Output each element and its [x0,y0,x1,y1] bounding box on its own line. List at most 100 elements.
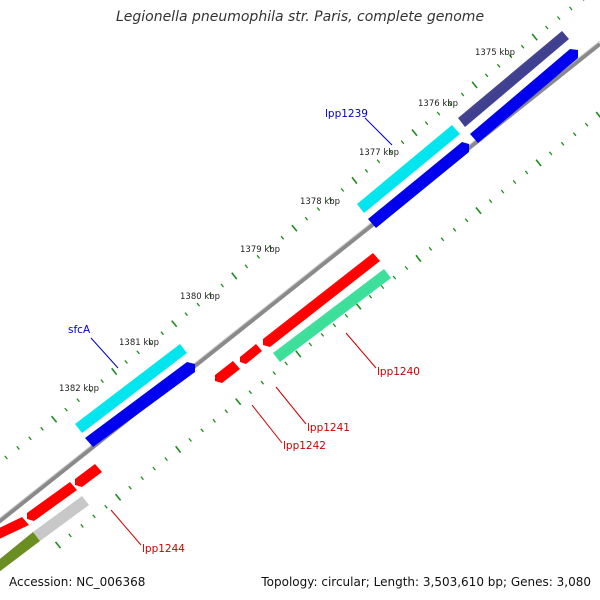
leader-line-sfcA [90,337,119,369]
cds-arrow-reverse-2[interactable] [240,344,262,364]
tick-mark [332,323,337,328]
feature-block-grey[interactable] [33,496,89,541]
cds-arrow-forward-1[interactable] [470,49,578,143]
tick-mark [304,216,309,221]
gene-label-lpp1242[interactable]: lpp1242 [283,440,326,452]
tick-mark [544,25,549,30]
tick-mark [160,331,165,336]
tick-mark [200,428,204,433]
tick-mark [436,111,441,116]
leader-line-lpp1242 [251,404,283,444]
leader-line-lpp1240 [345,332,377,369]
tick-mark [488,199,493,204]
tick-mark [256,254,261,259]
tick-marks-outer [4,0,585,460]
gene-label-lpp1241[interactable]: lpp1241 [307,422,350,434]
tick-mark [188,437,192,442]
tick-mark [268,245,273,250]
tick-mark [68,533,72,538]
scale-label-1377: 1377 kbp [359,148,399,158]
tick-mark [548,151,553,156]
tick-mark [295,350,302,358]
cds-arrow-forward-2[interactable] [368,142,469,228]
tick-mark [512,179,517,185]
tick-mark [291,224,298,232]
tick-mark [16,445,20,450]
tick-mark [376,159,381,164]
tick-mark [424,121,429,126]
tick-mark [88,388,92,393]
tick-mark [164,457,168,462]
tick-mark [111,367,118,376]
tick-mark [475,207,482,215]
tick-mark [595,111,600,119]
tick-mark [280,235,285,240]
tick-mark [231,272,238,280]
leader-line-lpp1239 [364,117,393,146]
tick-mark [411,129,418,137]
tick-mark [531,33,538,41]
gene-label-lpp1244[interactable]: lpp1244 [142,543,185,555]
tick-mark [100,379,104,384]
scale-label-1375: 1375 kbp [475,48,515,58]
tick-mark [136,350,140,355]
tick-mark [560,141,565,146]
tick-mark [355,302,362,310]
tick-mark [400,140,405,145]
tick-mark [54,541,62,549]
tick-mark [448,101,453,107]
tick-mark [284,361,289,366]
tick-mark [508,54,513,59]
tick-mark [28,436,32,441]
genome-summary-text: Topology: circular; Length: 3,503,610 bp… [261,575,591,589]
tick-mark [224,409,229,414]
scale-label-1376: 1376 kbp [418,99,458,109]
feature-track-reverse [0,253,380,541]
tick-marks-inner [54,111,600,549]
tick-mark [344,313,349,318]
tick-mark [464,218,469,223]
gene-label-lpp1240[interactable]: lpp1240 [377,366,420,378]
scale-label-1379: 1379 kbp [240,245,280,255]
gene-label-sfcA[interactable]: sfcA [68,324,91,336]
accession-text: Accession: NC_006368 [9,575,146,589]
tick-mark [128,485,132,490]
tick-mark [535,159,542,167]
tick-mark [404,265,409,270]
tick-mark [584,122,589,127]
cds-arrow-reverse-lpp1241[interactable] [215,361,240,383]
leader-line-lpp1241 [275,386,307,425]
tick-mark [272,371,277,376]
tick-mark [484,73,489,78]
tick-mark [524,170,529,175]
feature-track-forward [85,49,578,447]
tick-mark [582,0,585,1]
tick-mark [76,398,80,403]
tick-mark [80,523,84,528]
tick-mark [392,275,397,280]
tick-mark [496,63,501,68]
tick-mark [568,6,573,11]
tick-mark [452,227,457,232]
tick-mark [351,176,358,185]
cds-arrow-reverse-5[interactable] [27,482,77,521]
feature-block-olive[interactable] [0,532,40,575]
tick-mark [364,168,369,173]
feature-track-bottom [0,269,391,575]
label-leader-lines [90,117,393,546]
tick-mark [428,246,433,251]
cds-arrow-reverse-6[interactable] [0,517,29,541]
tick-mark [316,207,321,212]
tick-mark [40,426,44,431]
tick-mark [152,466,156,471]
leader-line-lpp1244 [110,509,142,546]
tick-mark [572,132,577,137]
gene-label-lpp1239[interactable]: lpp1239 [325,108,368,120]
scale-label-1382: 1382 kbp [59,384,99,394]
tick-mark [380,285,385,290]
cds-arrow-forward-3[interactable] [85,362,195,447]
tick-mark [148,340,152,345]
tick-mark [114,493,122,501]
cds-arrow-reverse-4[interactable] [75,464,102,487]
tick-mark [320,332,325,337]
